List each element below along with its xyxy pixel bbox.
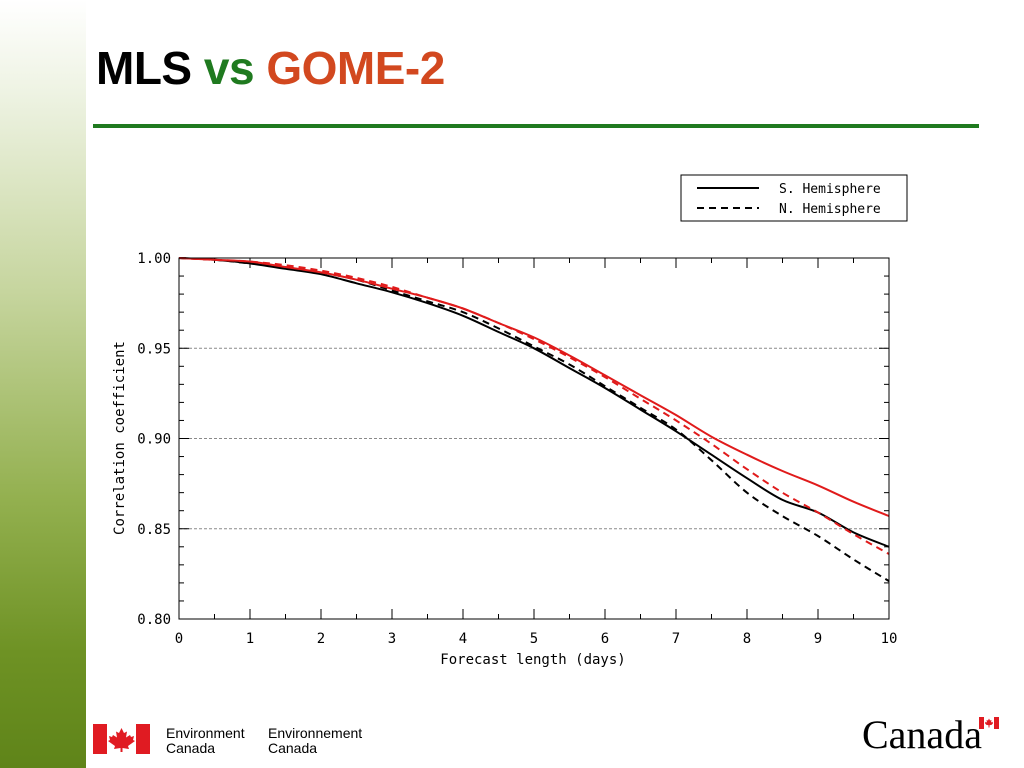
chart-legend: S. Hemisphere N. Hemisphere: [680, 174, 908, 222]
y-tick-label: 1.00: [137, 251, 171, 267]
canada-flag-icon: [93, 724, 150, 754]
x-tick-label: 8: [743, 631, 751, 647]
y-axis-label: Correlation coefficient: [112, 341, 128, 535]
y-tick-label: 0.95: [137, 341, 171, 357]
y-tick-label: 0.85: [137, 522, 171, 538]
footer-fr-line2: Canada: [268, 740, 318, 756]
slide-title: MLS vs GOME-2: [96, 38, 445, 98]
wordmark-flag-icon: [979, 717, 999, 729]
legend-box: [680, 174, 908, 222]
x-tick-label: 2: [317, 631, 325, 647]
x-tick-label: 4: [459, 631, 467, 647]
y-tick-label: 0.90: [137, 432, 171, 448]
x-tick-label: 0: [175, 631, 183, 647]
series-line-black-solid: [178, 257, 890, 548]
legend-label-n-hemisphere: N. Hemisphere: [779, 202, 881, 217]
x-axis-label: Forecast length (days): [440, 652, 625, 668]
x-tick-label: 5: [530, 631, 538, 647]
x-tick-label: 6: [601, 631, 609, 647]
wordmark-text: Canada: [862, 712, 982, 757]
footer-fr-line1: Environnement: [268, 725, 363, 741]
legend-label-s-hemisphere: S. Hemisphere: [779, 182, 881, 197]
chart-series: [178, 257, 890, 582]
plot-frame: [178, 257, 890, 620]
series-line-black-dashed: [178, 257, 890, 582]
side-gradient-bar: [0, 0, 86, 768]
correlation-chart: S. Hemisphere N. Hemisphere 0 1 2 3 4 5 6 7 8 9 10…: [112, 174, 908, 668]
footer-en-line2: Canada: [166, 740, 216, 756]
y-tick-labels: 0.80 0.85 0.90 0.95 1.00: [137, 251, 171, 628]
x-tick-labels: 0 1 2 3 4 5 6 7 8 9 10: [175, 631, 898, 647]
x-tick-label: 9: [814, 631, 822, 647]
footer-en-line1: Environment: [166, 725, 245, 741]
chart-grid: [179, 347, 889, 530]
x-tick-label: 3: [388, 631, 396, 647]
series-line-red-solid: [178, 257, 890, 518]
footer-french-name: Environnement Canada: [268, 726, 362, 756]
title-underline: [93, 124, 979, 128]
title-mls: MLS: [96, 42, 192, 94]
x-tick-label: 10: [881, 631, 898, 647]
title-vs: vs: [203, 42, 255, 94]
footer-english-name: Environment Canada: [166, 726, 245, 756]
x-tick-label: 1: [246, 631, 254, 647]
y-tick-label: 0.80: [137, 612, 171, 628]
chart-minor-ticks: [179, 258, 889, 619]
x-tick-label: 7: [672, 631, 680, 647]
series-line-red-dashed: [178, 257, 890, 555]
canada-wordmark: Canada: [862, 712, 1002, 758]
title-gome: GOME-2: [266, 42, 445, 94]
